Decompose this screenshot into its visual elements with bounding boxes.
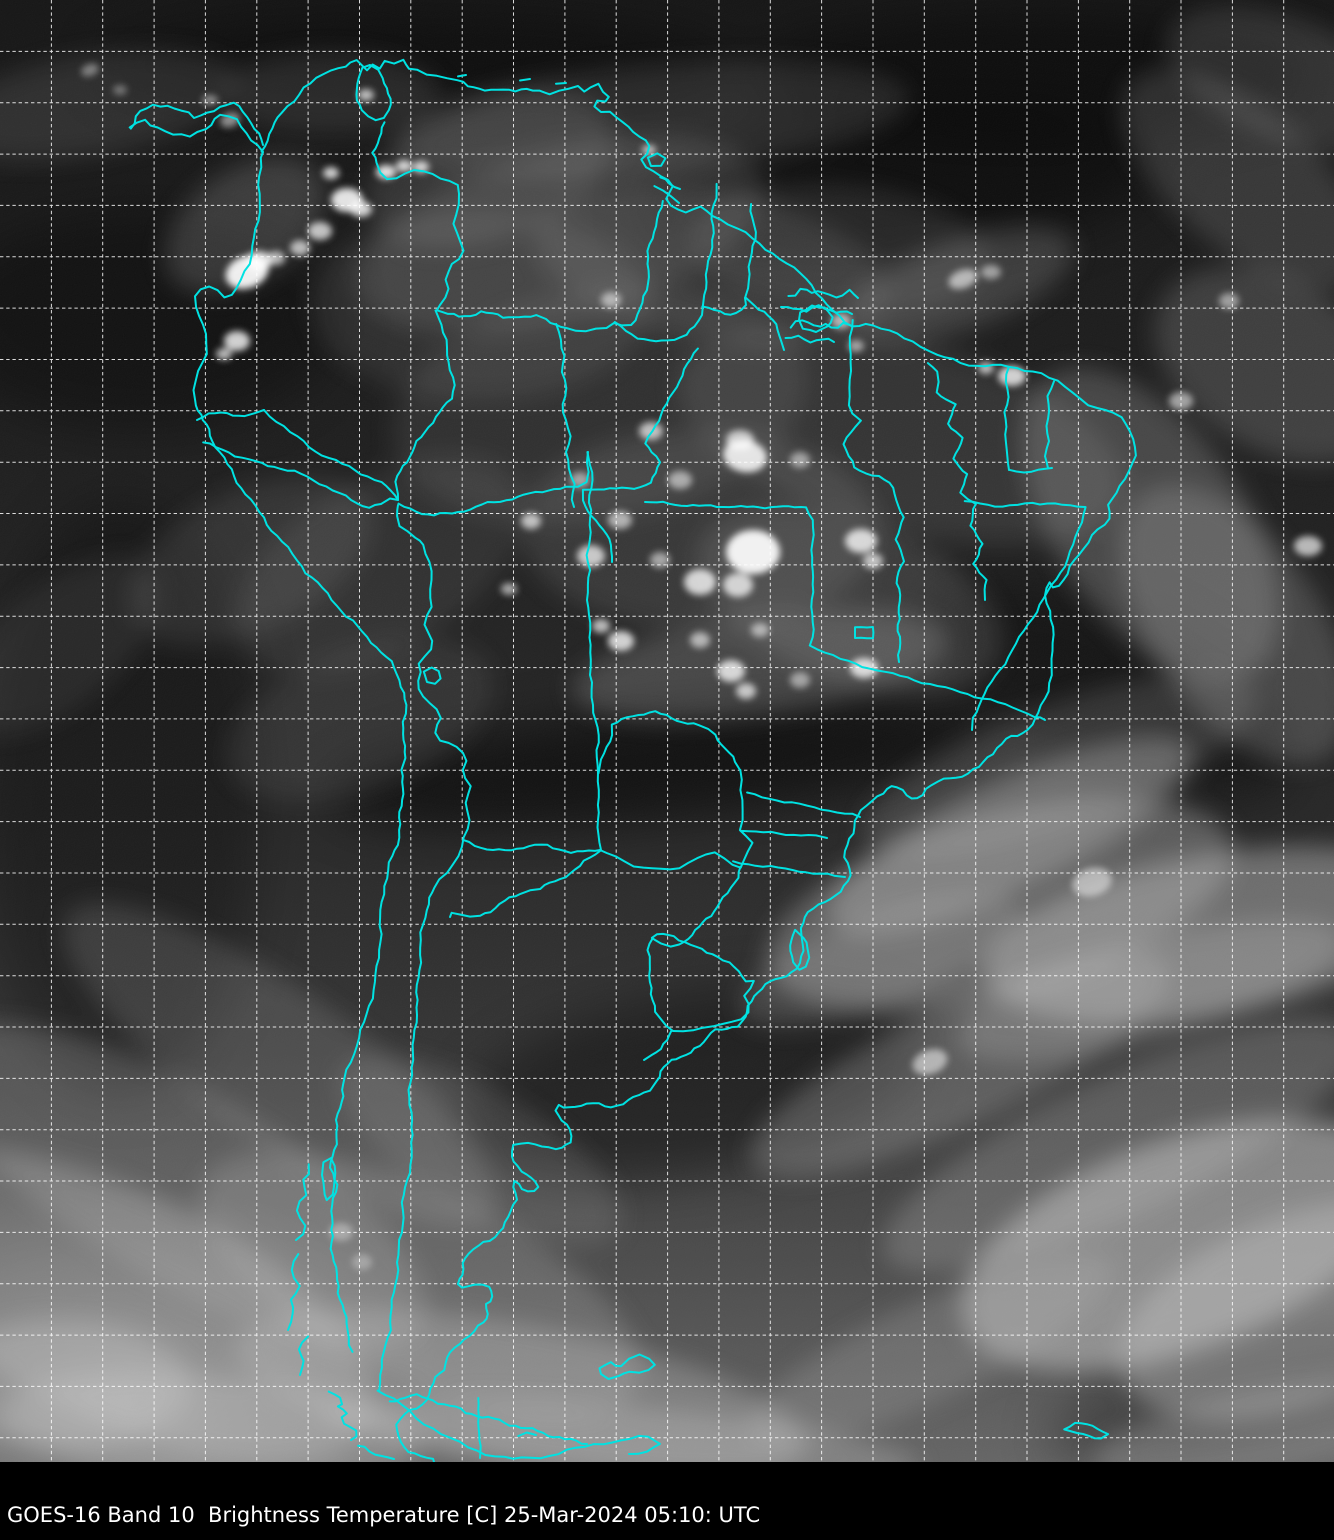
border-path bbox=[297, 1335, 310, 1376]
border-path bbox=[732, 860, 846, 878]
border-path bbox=[596, 772, 602, 851]
border-path bbox=[321, 1157, 337, 1202]
border-path bbox=[787, 287, 859, 299]
border-path bbox=[744, 296, 785, 351]
latitude-longitude-grid bbox=[0, 0, 1334, 1462]
border-path bbox=[435, 309, 615, 333]
border-path bbox=[780, 304, 853, 315]
border-path bbox=[378, 504, 472, 1392]
border-path bbox=[702, 182, 718, 306]
border-path bbox=[287, 1253, 301, 1331]
border-path bbox=[744, 203, 757, 299]
border-path bbox=[738, 768, 754, 868]
border-path bbox=[926, 362, 988, 601]
border-path bbox=[519, 78, 531, 82]
border-path bbox=[263, 409, 399, 501]
border-path bbox=[196, 409, 265, 421]
border-path bbox=[555, 323, 576, 508]
border-path bbox=[971, 506, 1087, 731]
border-path bbox=[1003, 366, 1010, 471]
border-path bbox=[449, 849, 602, 918]
border-path bbox=[1063, 1421, 1110, 1440]
border-path bbox=[581, 347, 699, 563]
border-path bbox=[129, 101, 264, 146]
border-path bbox=[422, 666, 442, 685]
border-path bbox=[646, 937, 674, 1032]
border-path bbox=[789, 928, 811, 971]
border-path bbox=[597, 710, 741, 775]
border-path bbox=[643, 1029, 673, 1061]
border-path bbox=[1044, 380, 1055, 469]
border-path bbox=[842, 319, 905, 663]
border-path bbox=[651, 865, 742, 948]
border-path bbox=[963, 500, 1086, 508]
border-path bbox=[613, 304, 704, 343]
caption-bar: GOES-16 Band 10 Brightness Temperature [… bbox=[0, 1462, 1334, 1540]
border-path bbox=[357, 1444, 395, 1460]
border-path bbox=[394, 309, 456, 501]
border-path bbox=[457, 74, 467, 78]
border-path bbox=[388, 1393, 588, 1445]
border-path bbox=[202, 441, 399, 509]
border-path bbox=[644, 500, 815, 646]
border-path bbox=[798, 304, 834, 333]
satellite-image bbox=[0, 0, 1334, 1462]
border-path bbox=[585, 451, 600, 774]
border-path bbox=[808, 644, 1046, 721]
border-path bbox=[555, 82, 567, 85]
border-path bbox=[784, 334, 835, 344]
border-path bbox=[739, 829, 828, 839]
border-path bbox=[376, 1389, 661, 1460]
border-path bbox=[462, 838, 601, 854]
border-path bbox=[646, 152, 667, 167]
border-path bbox=[128, 113, 264, 153]
border-path bbox=[327, 1390, 358, 1441]
border-path bbox=[260, 58, 1137, 1462]
border-path bbox=[1008, 467, 1053, 474]
border-path bbox=[371, 121, 465, 311]
sensor-grain-texture bbox=[0, 0, 1334, 1462]
border-path bbox=[701, 297, 747, 316]
border-path bbox=[598, 1353, 656, 1380]
border-path bbox=[854, 626, 875, 640]
border-path bbox=[746, 791, 861, 818]
border-path bbox=[397, 451, 590, 517]
border-path bbox=[653, 185, 680, 204]
border-path bbox=[613, 200, 664, 327]
border-path bbox=[599, 849, 742, 871]
border-path bbox=[295, 1163, 310, 1241]
border-path bbox=[659, 176, 681, 190]
border-path bbox=[650, 932, 755, 1033]
country-borders-overlay bbox=[128, 58, 1137, 1462]
border-path bbox=[355, 64, 392, 122]
border-path bbox=[517, 1431, 537, 1437]
border-path bbox=[477, 1397, 482, 1459]
caption-text: GOES-16 Band 10 Brightness Temperature [… bbox=[7, 1503, 761, 1527]
